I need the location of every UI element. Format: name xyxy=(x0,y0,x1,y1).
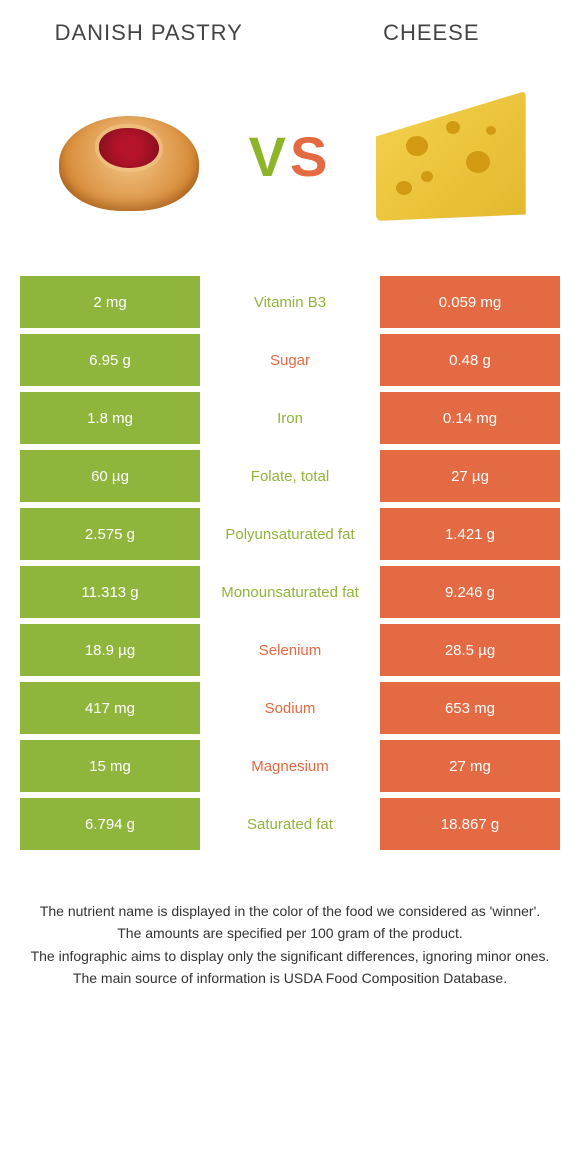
left-value: 2 mg xyxy=(20,276,200,328)
left-value: 15 mg xyxy=(20,740,200,792)
nutrient-label: Monounsaturated fat xyxy=(200,566,380,618)
right-value: 9.246 g xyxy=(380,566,560,618)
table-row: 11.313 gMonounsaturated fat9.246 g xyxy=(20,566,560,618)
table-row: 417 mgSodium653 mg xyxy=(20,682,560,734)
footer-line1: The nutrient name is displayed in the co… xyxy=(30,900,550,922)
vs-icon: VS xyxy=(249,124,332,189)
table-row: 6.95 gSugar0.48 g xyxy=(20,334,560,386)
vs-v: V xyxy=(249,125,290,188)
left-value: 60 µg xyxy=(20,450,200,502)
right-value: 0.14 mg xyxy=(380,392,560,444)
right-value: 27 µg xyxy=(380,450,560,502)
nutrient-label: Selenium xyxy=(200,624,380,676)
food-left-title: DANISH PASTRY xyxy=(40,20,257,46)
nutrient-label: Saturated fat xyxy=(200,798,380,850)
left-value: 2.575 g xyxy=(20,508,200,560)
left-value: 6.95 g xyxy=(20,334,200,386)
nutrient-label: Sugar xyxy=(200,334,380,386)
footer-line4: The main source of information is USDA F… xyxy=(30,967,550,989)
table-row: 60 µgFolate, total27 µg xyxy=(20,450,560,502)
nutrient-label: Vitamin B3 xyxy=(200,276,380,328)
nutrient-label: Magnesium xyxy=(200,740,380,792)
table-row: 6.794 gSaturated fat18.867 g xyxy=(20,798,560,850)
right-value: 653 mg xyxy=(380,682,560,734)
danish-pastry-image xyxy=(20,76,239,236)
table-row: 15 mgMagnesium27 mg xyxy=(20,740,560,792)
images-row: VS xyxy=(20,56,560,256)
right-value: 27 mg xyxy=(380,740,560,792)
left-value: 417 mg xyxy=(20,682,200,734)
table-row: 18.9 µgSelenium28.5 µg xyxy=(20,624,560,676)
left-value: 11.313 g xyxy=(20,566,200,618)
footer-line2: The amounts are specified per 100 gram o… xyxy=(30,922,550,944)
nutrient-label: Sodium xyxy=(200,682,380,734)
footer-line3: The infographic aims to display only the… xyxy=(30,945,550,967)
header: DANISH PASTRY CHEESE xyxy=(0,10,580,46)
right-value: 28.5 µg xyxy=(380,624,560,676)
left-value: 1.8 mg xyxy=(20,392,200,444)
cheese-image xyxy=(341,76,560,236)
nutrient-label: Polyunsaturated fat xyxy=(200,508,380,560)
nutrient-label: Folate, total xyxy=(200,450,380,502)
right-value: 0.48 g xyxy=(380,334,560,386)
left-value: 6.794 g xyxy=(20,798,200,850)
table-row: 2.575 gPolyunsaturated fat1.421 g xyxy=(20,508,560,560)
table-row: 1.8 mgIron0.14 mg xyxy=(20,392,560,444)
right-value: 1.421 g xyxy=(380,508,560,560)
vs-s: S xyxy=(290,125,331,188)
table-row: 2 mgVitamin B30.059 mg xyxy=(20,276,560,328)
nutrient-label: Iron xyxy=(200,392,380,444)
left-value: 18.9 µg xyxy=(20,624,200,676)
food-right-title: CHEESE xyxy=(323,20,540,46)
nutrition-table: 2 mgVitamin B30.059 mg 6.95 gSugar0.48 g 1… xyxy=(20,276,560,850)
footer: The nutrient name is displayed in the co… xyxy=(30,900,550,990)
right-value: 18.867 g xyxy=(380,798,560,850)
right-value: 0.059 mg xyxy=(380,276,560,328)
